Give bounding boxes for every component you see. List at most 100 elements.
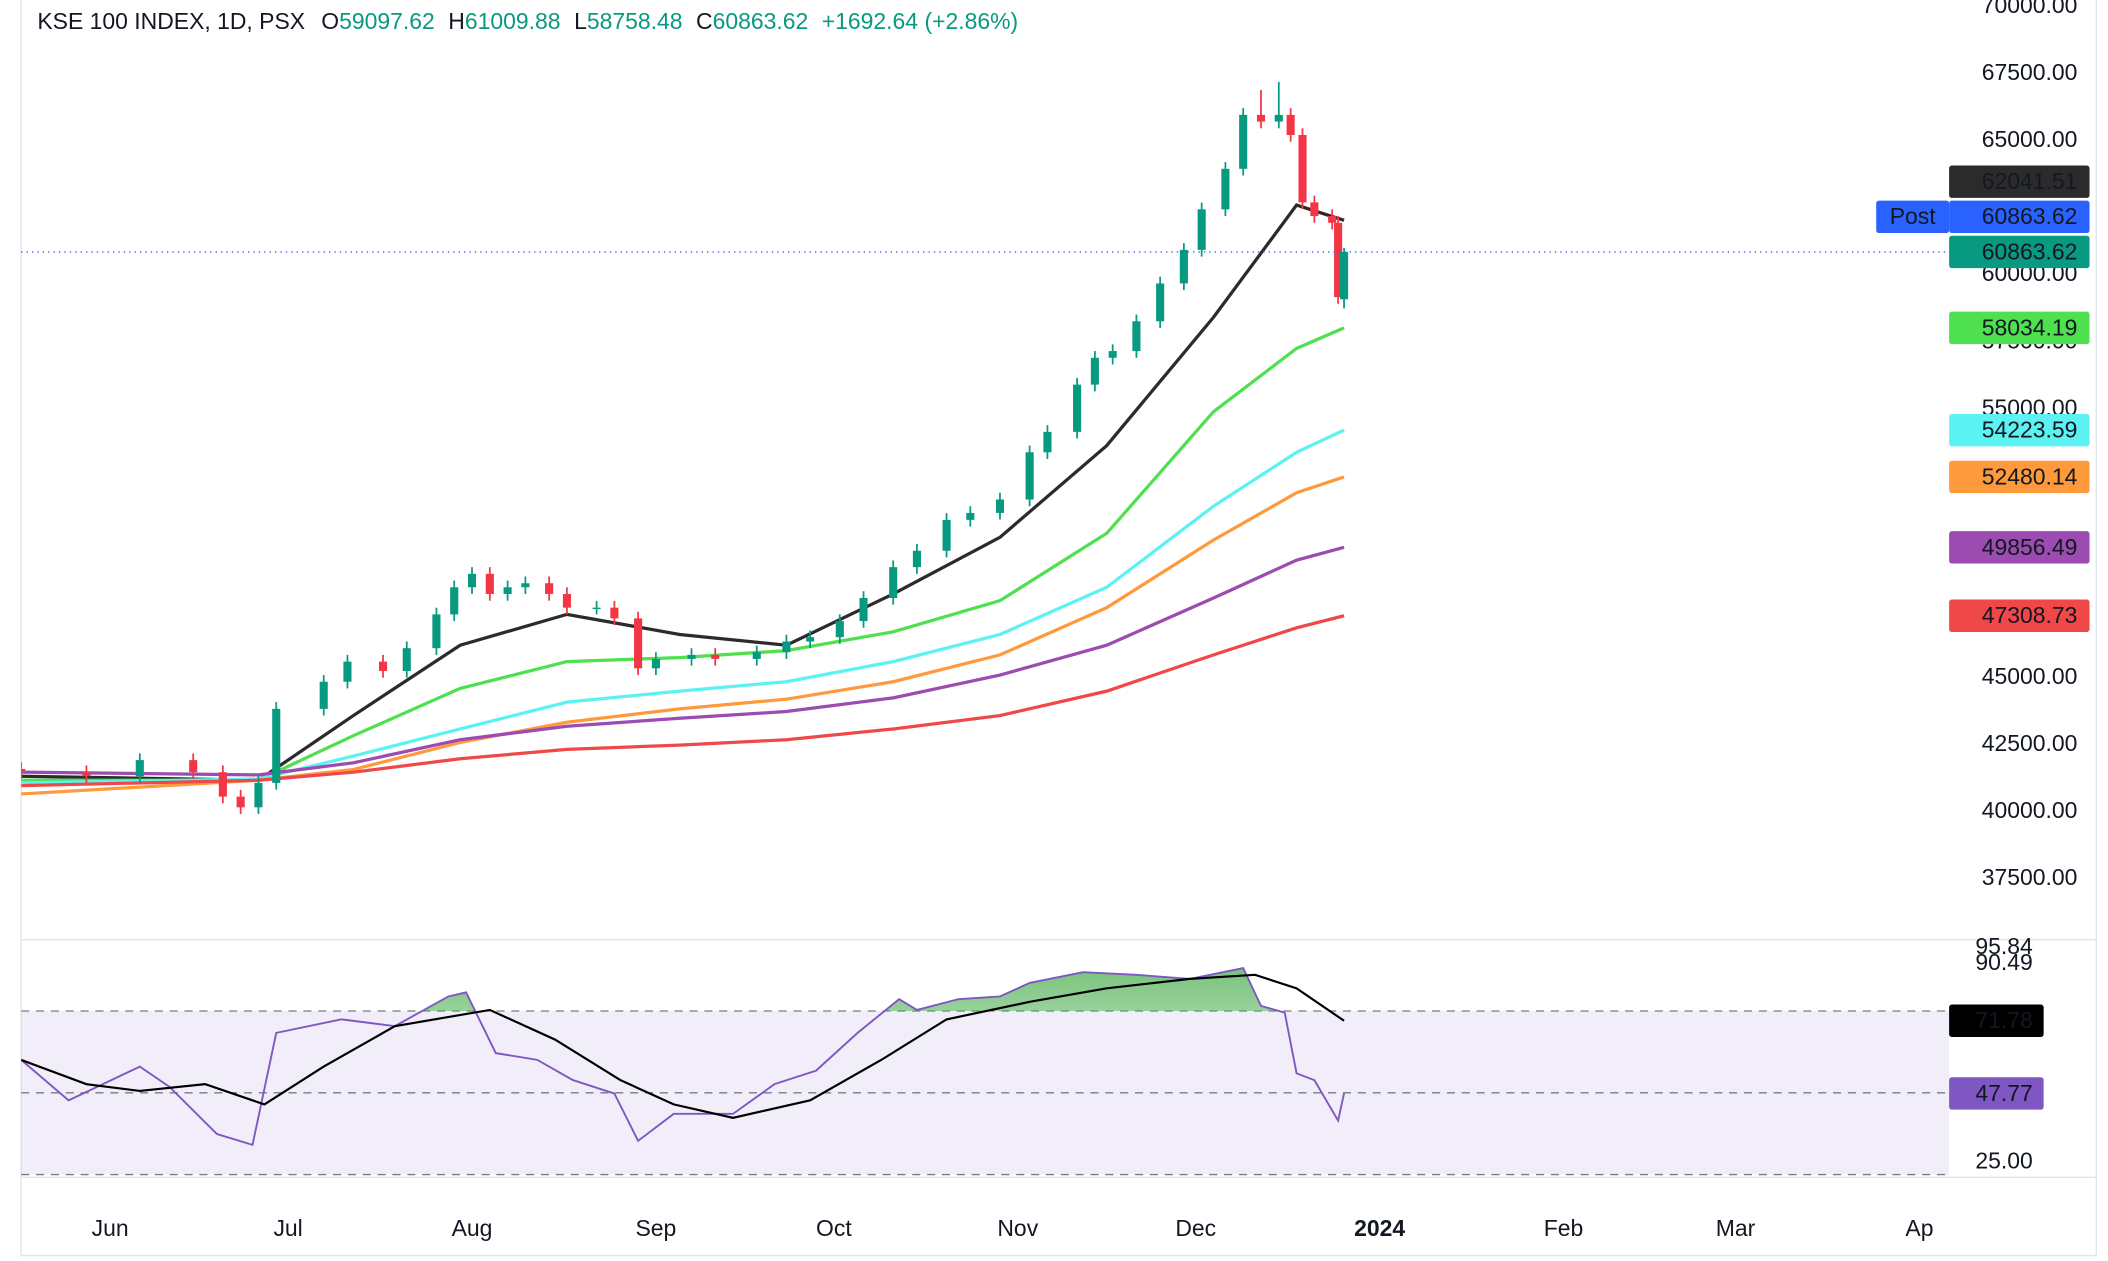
symbol-title: KSE 100 INDEX, 1D, PSX: [37, 8, 305, 34]
x-tick-label: Sep: [635, 1215, 676, 1241]
candle-body: [272, 708, 281, 783]
price-plot: [21, 81, 1349, 815]
candle-body: [782, 641, 791, 653]
y-tick-label: 65000.00: [1982, 126, 2078, 152]
candle-body: [634, 618, 643, 669]
candle-body: [942, 519, 951, 551]
moving-average-line: [21, 428, 1345, 785]
candle-body: [995, 499, 1005, 513]
price-badge: [1949, 599, 2090, 632]
candle-body: [189, 760, 198, 773]
ohlc-label: C: [696, 8, 713, 34]
candle-body: [1239, 114, 1248, 169]
post-label: Post: [1890, 203, 1937, 229]
candle-body: [562, 593, 571, 608]
moving-average-line: [21, 475, 1345, 796]
x-axis: Jun Jul Aug Sep Oct Nov Dec 2024 Feb Mar Ap: [92, 1215, 1934, 1241]
y-tick-label: 40000.00: [1982, 797, 2078, 823]
x-tick-label: Dec: [1175, 1215, 1216, 1241]
rsi-badge: [1949, 1004, 2044, 1037]
candle-body: [752, 652, 761, 659]
candle-body: [610, 607, 619, 619]
moving-average-line: [21, 614, 1345, 788]
price-badge-label: 62041.51: [1982, 168, 2078, 194]
y-tick-label: 70000.00: [1982, 0, 2078, 18]
price-badge: [1949, 235, 2090, 269]
candle-body: [1339, 251, 1349, 300]
candle-body: [485, 573, 494, 594]
y-tick-label: 67500.00: [1982, 59, 2078, 85]
y-tick-label: 42500.00: [1982, 730, 2078, 756]
candle-body: [651, 658, 660, 669]
candle-body: [966, 512, 975, 520]
price-badge: [1949, 531, 2090, 564]
candle-body: [319, 681, 328, 709]
change-value: +1692.64 (+2.86%): [822, 8, 1018, 34]
candle-body: [889, 567, 898, 598]
x-tick-label: Mar: [1716, 1215, 1756, 1241]
price-badge-label: 54223.59: [1982, 417, 2078, 443]
rsi-badge: [1949, 1077, 2044, 1110]
x-tick-label: Ap: [1905, 1215, 1933, 1241]
candle-body: [806, 637, 815, 642]
candle-body: [432, 614, 441, 649]
price-badge: [1949, 413, 2090, 447]
price-badge: [1949, 311, 2090, 345]
price-badge-label: 49856.49: [1982, 534, 2078, 560]
price-badge: [1949, 200, 2090, 234]
candle-body: [218, 772, 227, 797]
candle-body: [343, 661, 352, 682]
candle-body: [711, 654, 720, 659]
ohlc-label: H: [448, 8, 465, 34]
candle-body: [1286, 114, 1295, 136]
price-badge: [1949, 165, 2090, 198]
price-badge-label: 60863.62: [1982, 238, 2078, 264]
candle-body: [1197, 209, 1206, 250]
candle-body: [1274, 114, 1283, 122]
ohlc-label: O: [321, 8, 339, 34]
candle-body: [1334, 222, 1343, 298]
candle-body: [1179, 249, 1188, 284]
candle-body: [254, 782, 263, 808]
x-tick-label: Aug: [452, 1215, 493, 1241]
ohlc-value: 58758.48: [587, 8, 683, 34]
x-tick-label: Jun: [92, 1215, 129, 1241]
candle-body: [236, 796, 245, 808]
candle-body: [1298, 135, 1307, 203]
ohlc-label: L: [574, 8, 587, 34]
x-tick-label: Nov: [997, 1215, 1038, 1241]
candle-body: [1073, 384, 1082, 432]
candle-body: [545, 583, 554, 594]
moving-average-line: [21, 545, 1345, 777]
candle-body: [521, 583, 530, 588]
ohlc-value: 60863.62: [713, 8, 809, 34]
y-tick-label: 90.49: [1975, 949, 2032, 975]
candle-body: [450, 587, 459, 615]
candle-body: [1256, 114, 1266, 122]
candle-body: [1221, 168, 1230, 210]
x-tick-label: 2024: [1354, 1215, 1405, 1241]
y-tick-label: 95.84: [1975, 933, 2033, 959]
candle-body: [859, 597, 868, 622]
ohlc-value: 59097.62: [339, 8, 435, 34]
header-legend: KSE 100 INDEX, 1D, PSX O59097.62 H61009.88…: [37, 8, 1018, 34]
candle-body: [1132, 321, 1141, 352]
candle-body: [1043, 431, 1052, 453]
price-badge-label: 52480.14: [1982, 463, 2078, 489]
candle-body: [592, 607, 601, 610]
ohlc-value: 61009.88: [465, 8, 561, 34]
price-badge: [1949, 460, 2090, 494]
candle-body: [1310, 202, 1319, 217]
candle-body: [912, 550, 921, 568]
overbought-fill: [422, 968, 1279, 1011]
rsi-badge-label: 71.78: [1975, 1007, 2032, 1033]
candle-body: [467, 573, 477, 588]
candle-body: [503, 587, 512, 594]
y-tick-label: 45000.00: [1982, 663, 2078, 689]
rsi-badge-label: 47.77: [1975, 1080, 2032, 1106]
candle-body: [21, 768, 26, 773]
rsi-line: [21, 973, 1345, 1119]
x-tick-label: Oct: [816, 1215, 852, 1241]
